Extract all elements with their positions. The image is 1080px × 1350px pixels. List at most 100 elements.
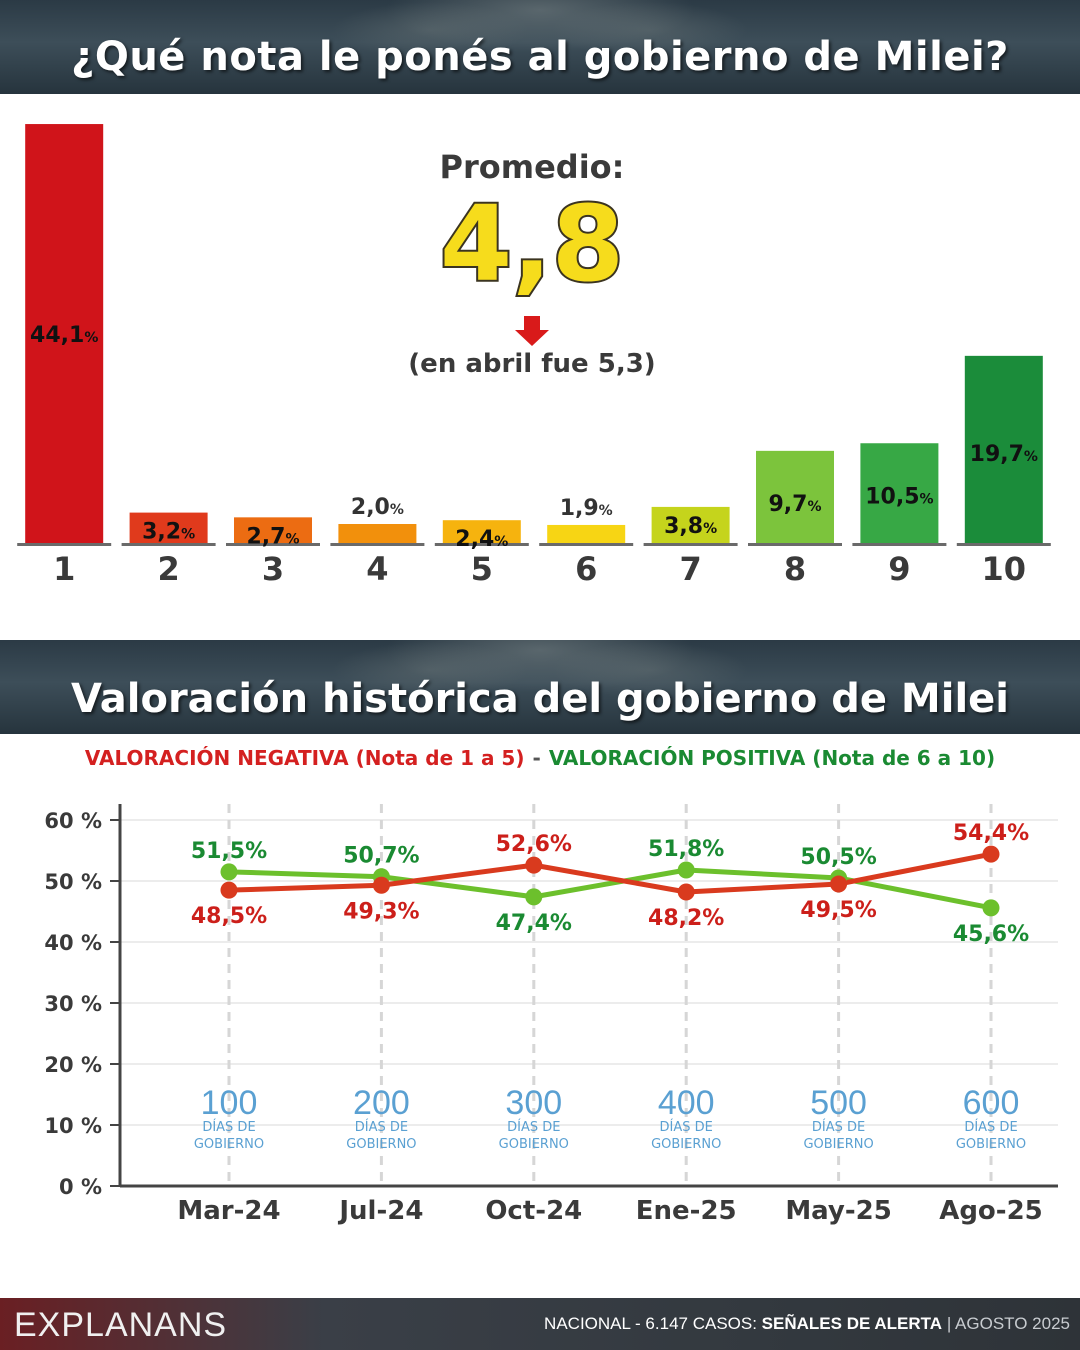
bar-8 bbox=[756, 450, 834, 543]
bar-category-label: 2 bbox=[157, 550, 179, 588]
bar-baseline-7 bbox=[643, 543, 738, 546]
bar-7 bbox=[651, 506, 730, 543]
negative-point-label: 54,4% bbox=[953, 821, 1029, 846]
bar-6 bbox=[547, 524, 626, 543]
positive-point-label: 50,7% bbox=[343, 844, 419, 869]
series-point-negative bbox=[982, 845, 1000, 863]
bar-value-label: 2,0% bbox=[351, 495, 404, 520]
bar-value-label: 44,1% bbox=[30, 323, 98, 348]
bar-baseline-6 bbox=[539, 543, 634, 546]
section-title: Valoración histórica del gobierno de Mil… bbox=[71, 676, 1009, 722]
series-point-negative bbox=[830, 875, 848, 893]
bar-baseline-5 bbox=[434, 543, 529, 546]
bar-value-label: 3,8% bbox=[664, 514, 717, 539]
bar-baseline-2 bbox=[121, 543, 216, 546]
legend-positive: VALORACIÓN POSITIVA (Nota de 6 a 10) bbox=[548, 746, 996, 770]
bar-category-label: 3 bbox=[262, 550, 284, 588]
bar-value-label: 1,9% bbox=[560, 496, 613, 521]
bar-baseline-8 bbox=[748, 543, 842, 546]
bar-5 bbox=[442, 520, 521, 543]
milestone-days: 400 bbox=[658, 1084, 715, 1122]
series-point-negative bbox=[220, 881, 238, 899]
bar-category-label: 4 bbox=[366, 550, 388, 588]
series-point-positive bbox=[220, 863, 238, 881]
x-tick-label: Ene-25 bbox=[636, 1196, 737, 1226]
footer-date: AGOSTO 2025 bbox=[955, 1314, 1070, 1333]
y-tick-label: 30 % bbox=[44, 992, 102, 1016]
bar-value-label: 3,2% bbox=[142, 520, 195, 545]
bar-category-label: 10 bbox=[982, 550, 1027, 588]
bar-category-label: 5 bbox=[471, 550, 493, 588]
bar-value-label: 19,7% bbox=[970, 442, 1038, 467]
negative-point-label: 52,6% bbox=[496, 832, 572, 857]
y-tick-label: 20 % bbox=[44, 1053, 102, 1077]
bar-9 bbox=[860, 443, 939, 543]
footer-divider: | bbox=[946, 1314, 952, 1333]
bar-baseline-10 bbox=[956, 543, 1051, 546]
footer-info: NACIONAL - 6.147 CASOS: SEÑALES DE ALERT… bbox=[544, 1314, 1070, 1334]
bar-1 bbox=[25, 124, 104, 544]
line-legend: VALORACIÓN NEGATIVA (Nota de 1 a 5) - VALO… bbox=[0, 746, 1080, 770]
milestone-caption-2: GOBIERNO bbox=[194, 1137, 264, 1152]
footer-series-name: SEÑALES DE ALERTA bbox=[761, 1314, 943, 1333]
bar-value-label: 2,4% bbox=[455, 527, 508, 552]
negative-point-label: 49,3% bbox=[343, 899, 419, 924]
milestone-caption-1: DÍAS DE bbox=[812, 1119, 865, 1135]
x-tick-label: Jul-24 bbox=[337, 1196, 423, 1226]
x-tick-label: Ago-25 bbox=[939, 1196, 1043, 1226]
y-tick-label: 60 % bbox=[44, 809, 102, 833]
milestone-days: 600 bbox=[963, 1084, 1020, 1122]
negative-point-label: 48,2% bbox=[648, 906, 724, 931]
brand-logo: EXPLANANS bbox=[14, 1306, 228, 1344]
series-point-negative bbox=[525, 856, 543, 874]
bar-baseline-4 bbox=[330, 543, 425, 546]
milestone-days: 500 bbox=[810, 1084, 867, 1122]
average-previous: (en abril fue 5,3) bbox=[408, 349, 655, 379]
footer-scope: NACIONAL - 6.147 CASOS: bbox=[544, 1314, 757, 1333]
y-tick-label: 40 % bbox=[44, 931, 102, 955]
x-tick-label: Oct-24 bbox=[485, 1196, 582, 1226]
bar-value-label: 9,7% bbox=[768, 492, 821, 517]
milestone-caption-2: GOBIERNO bbox=[803, 1137, 873, 1152]
milestone-days: 300 bbox=[505, 1084, 562, 1122]
average-value: 4,8 bbox=[440, 183, 624, 305]
positive-point-label: 51,5% bbox=[191, 839, 267, 864]
bar-value-label: 10,5% bbox=[865, 484, 933, 509]
series-point-positive bbox=[982, 899, 1000, 917]
negative-point-label: 48,5% bbox=[191, 904, 267, 929]
positive-point-label: 51,8% bbox=[648, 837, 724, 862]
average-label: Promedio: bbox=[440, 148, 625, 186]
milestone-days: 200 bbox=[353, 1084, 410, 1122]
milestone-days: 100 bbox=[201, 1084, 258, 1122]
section-banner: Valoración histórica del gobierno de Mil… bbox=[0, 640, 1080, 734]
y-tick-label: 0 % bbox=[59, 1175, 102, 1199]
bar-category-label: 1 bbox=[53, 550, 75, 588]
bar-category-label: 7 bbox=[679, 550, 701, 588]
positive-point-label: 45,6% bbox=[953, 922, 1029, 947]
bar-category-label: 6 bbox=[575, 550, 597, 588]
milestone-caption-2: GOBIERNO bbox=[346, 1137, 416, 1152]
negative-point-label: 49,5% bbox=[800, 898, 876, 923]
series-point-positive bbox=[525, 888, 543, 906]
series-point-positive bbox=[677, 861, 695, 879]
footer: EXPLANANS NACIONAL - 6.147 CASOS: SEÑALE… bbox=[0, 1298, 1080, 1350]
legend-negative: VALORACIÓN NEGATIVA (Nota de 1 a 5) bbox=[84, 746, 525, 770]
series-line-positive bbox=[228, 867, 992, 911]
bar-baseline-3 bbox=[226, 543, 320, 546]
header-banner: ¿Qué nota le ponés al gobierno de Milei? bbox=[0, 0, 1080, 94]
bar-4 bbox=[338, 524, 417, 543]
y-tick-label: 50 % bbox=[44, 870, 102, 894]
positive-point-label: 47,4% bbox=[496, 911, 572, 936]
positive-point-label: 50,5% bbox=[800, 845, 876, 870]
milestone-caption-1: DÍAS DE bbox=[355, 1119, 408, 1135]
bar-category-label: 8 bbox=[784, 550, 806, 588]
legend-separator: - bbox=[532, 746, 541, 770]
score-bar-chart: 1 44,1% 2 3,2% 32,7% 4 2,0% 52,4% 6 1,9% 7 3,8% 8 9,7… bbox=[17, 124, 1051, 588]
milestone-caption-2: GOBIERNO bbox=[499, 1137, 569, 1152]
milestone-caption-1: DÍAS DE bbox=[660, 1119, 713, 1135]
x-tick-label: Mar-24 bbox=[177, 1196, 280, 1226]
y-tick-label: 10 % bbox=[44, 1114, 102, 1138]
series-line-negative bbox=[228, 851, 992, 895]
series-point-negative bbox=[677, 883, 695, 901]
page-title: ¿Qué nota le ponés al gobierno de Milei? bbox=[71, 34, 1009, 80]
